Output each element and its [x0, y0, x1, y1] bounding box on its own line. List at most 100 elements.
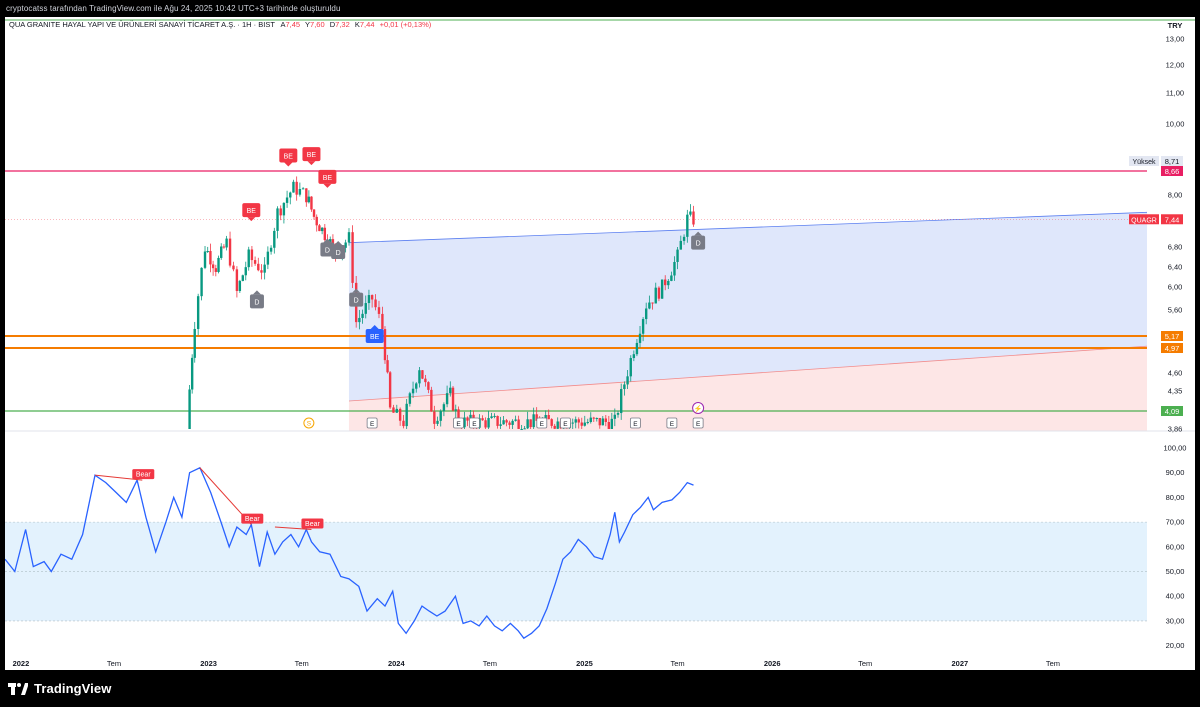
rsi-bear-label: Bear [245, 516, 260, 523]
earnings-event-icon[interactable] [536, 417, 548, 429]
candle-body [374, 299, 377, 308]
candle-body [421, 370, 424, 379]
earnings-event-icon[interactable] [629, 417, 641, 429]
candle-body [203, 251, 207, 268]
candle-body [439, 411, 442, 421]
candle-body [547, 415, 550, 420]
candle-body [535, 414, 538, 421]
price-tick-label: 4,35 [1168, 387, 1183, 396]
earnings-event-icon[interactable] [666, 417, 678, 429]
candle-body [556, 421, 559, 429]
candle-body [644, 308, 648, 320]
candle-body [532, 414, 535, 428]
engulfing-marker-text: BE [370, 334, 380, 341]
earnings-event-icon[interactable] [453, 417, 464, 429]
symbol-legend: QUA GRANITE HAYAL YAPI VE ÜRÜNLERİ SANAY… [9, 20, 432, 29]
time-tick-label: 2024 [388, 659, 406, 668]
candle-body [200, 267, 203, 297]
candle-body [190, 357, 194, 390]
candle-body [484, 420, 487, 428]
candle-body [626, 376, 629, 385]
candle-body [436, 420, 439, 424]
candle-body [298, 189, 302, 195]
candle-body [209, 250, 212, 265]
bull-marker-tip [370, 325, 379, 329]
candle-body [381, 313, 384, 330]
candle-body [386, 360, 389, 373]
rsi-divergence-line [274, 526, 312, 531]
divergence-marker-tip [323, 238, 332, 243]
level-tag-bg-5,17 [1161, 331, 1183, 341]
time-tick-label: 2023 [200, 659, 217, 668]
candle-body [415, 383, 418, 389]
candle-body [673, 261, 676, 276]
candle-body [310, 196, 313, 210]
divergence-marker-text: D [325, 248, 330, 255]
candle-body [574, 419, 577, 423]
currency-label: TRY [1168, 21, 1183, 30]
candle-body [318, 225, 321, 232]
earnings-event-text: E [670, 421, 675, 428]
candle-body [648, 302, 651, 309]
price-tick-label: 13,00 [1166, 35, 1185, 44]
candle-body [347, 232, 351, 243]
level-tag-8,66: 8,66 [1165, 167, 1180, 176]
rsi-tick-label: 70,00 [1166, 518, 1185, 527]
split-event-text: S [307, 421, 312, 428]
earnings-event-text: E [563, 421, 568, 428]
price-tick-label: 3,86 [1168, 425, 1183, 434]
time-tick-label: Tem [858, 659, 872, 668]
candle-body [651, 302, 654, 304]
earnings-event-icon[interactable] [469, 417, 480, 429]
bear-engulfing-marker [302, 147, 321, 162]
candle-body [315, 216, 318, 226]
candle-body [487, 418, 490, 428]
level-tag-4,09: 4,09 [1165, 407, 1180, 416]
bear-engulfing-marker [279, 148, 298, 163]
candle-body [260, 270, 263, 273]
candle-body [320, 227, 324, 232]
high-value-label: 8,71 [1165, 157, 1180, 166]
rsi-tick-label: 90,00 [1166, 468, 1185, 477]
candle-body [344, 242, 347, 248]
time-tick-label: Tem [483, 659, 497, 668]
candle-body [395, 408, 399, 413]
earnings-event-text: E [540, 421, 545, 428]
candle-body [418, 370, 421, 384]
candle-body [514, 419, 517, 421]
candle-body [571, 422, 574, 424]
candle-body [481, 418, 484, 421]
time-tick-label: 2025 [576, 659, 593, 668]
candle-body [253, 260, 257, 264]
earnings-event-icon[interactable] [366, 417, 378, 429]
earnings-event-icon[interactable] [692, 417, 704, 429]
tradingview-logo[interactable]: TradingView [8, 681, 111, 696]
chart-area[interactable]: Bear Bear Bear BE BE BE BE BE D D D D D S E E E E E E E E ⚡ T… [5, 17, 1195, 670]
candle-body [305, 188, 308, 203]
candle-body [451, 387, 455, 411]
tradingview-logo-icon [8, 682, 28, 695]
bear-engulfing-marker [242, 203, 261, 218]
divergence-marker [691, 235, 706, 250]
candle-body [364, 303, 367, 314]
candle-body [490, 416, 493, 419]
flash-event-icon[interactable] [692, 402, 705, 414]
candle-body [273, 230, 276, 248]
candle-body [408, 393, 412, 404]
candle-body [232, 265, 235, 270]
rsi-bear-label-bg [132, 469, 155, 480]
split-event-icon[interactable] [303, 417, 315, 429]
candle-body [657, 287, 661, 299]
time-tick-label: 2027 [951, 659, 968, 668]
candle-body [502, 420, 505, 425]
candle-body [241, 275, 245, 281]
candle-body [520, 429, 523, 430]
time-tick-label: Tem [1046, 659, 1060, 668]
earnings-event-icon[interactable] [560, 417, 571, 429]
candle-body [499, 424, 502, 426]
bear-marker-tip [307, 161, 316, 166]
high-value-bg [1161, 156, 1183, 166]
symbol-tag-bg [1129, 214, 1159, 225]
candle-body [331, 239, 335, 244]
